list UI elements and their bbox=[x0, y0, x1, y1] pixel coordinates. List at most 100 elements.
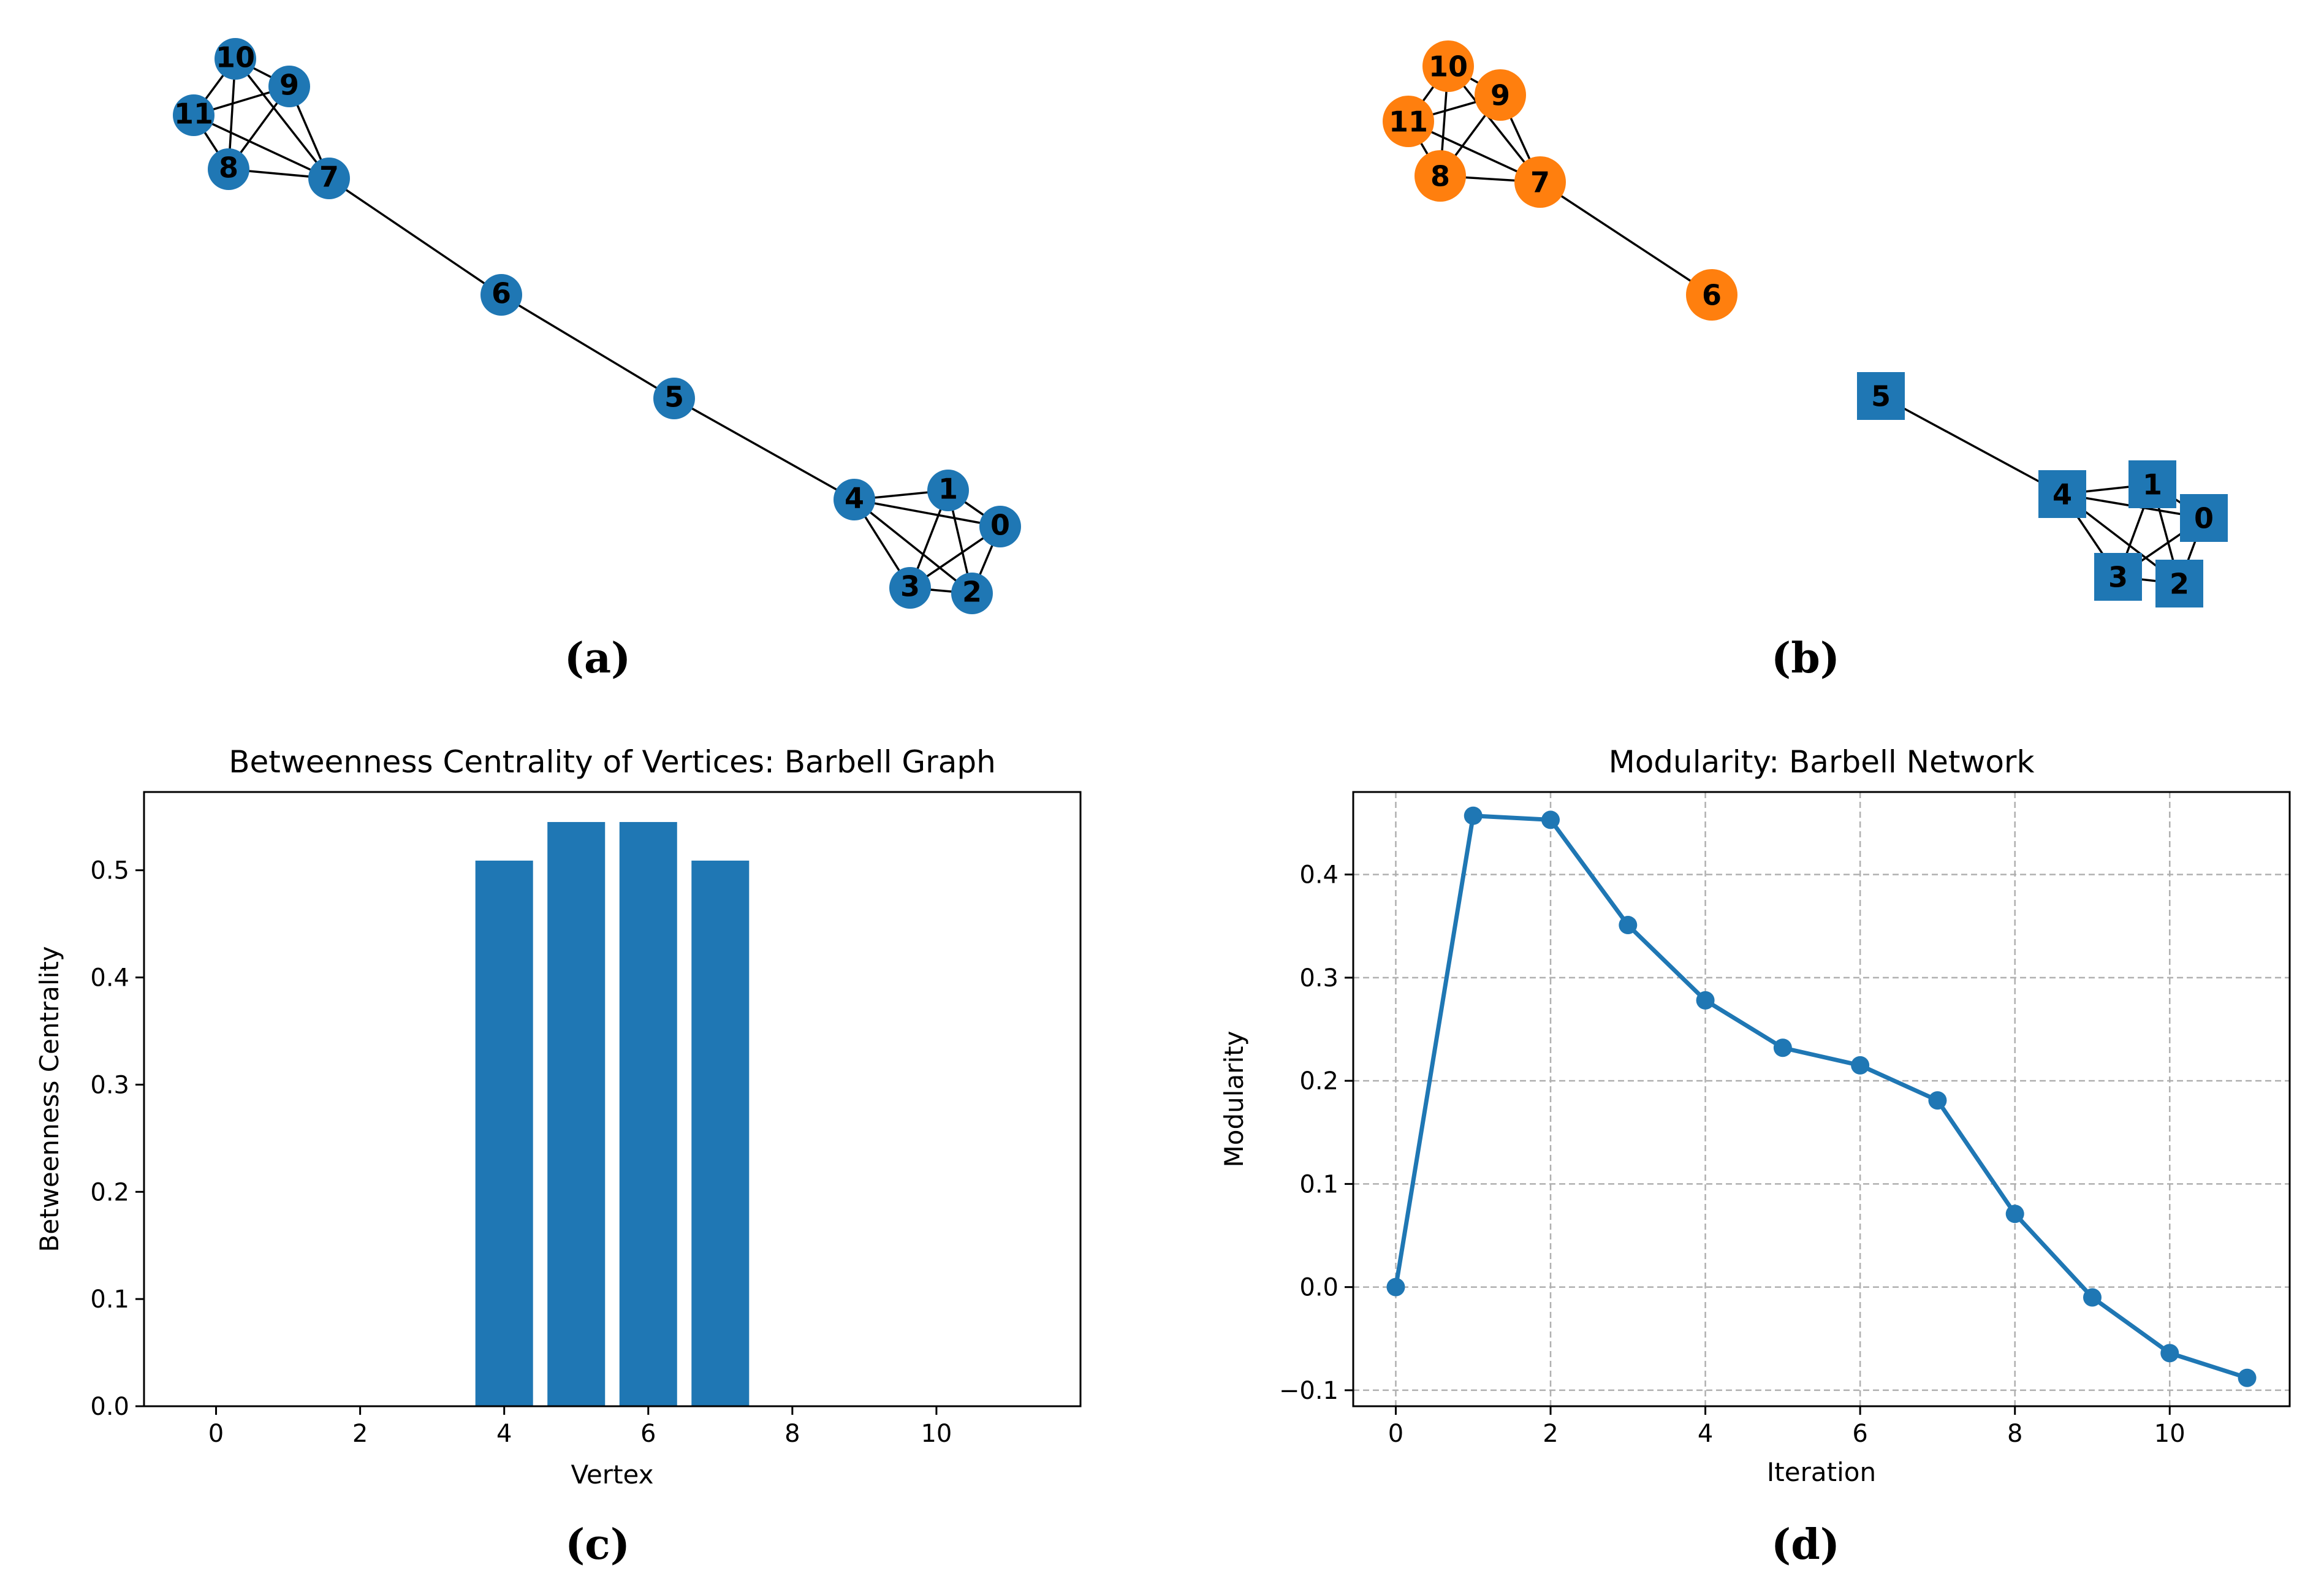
c-x-tick-label-2: 2 bbox=[352, 1420, 368, 1448]
b-node-label-6: 6 bbox=[1702, 279, 1722, 312]
panel-c-x-ticks: 0 2 4 6 8 10 bbox=[208, 1406, 952, 1448]
modularity-point-9 bbox=[2083, 1288, 2102, 1307]
b-node-label-3: 3 bbox=[2108, 561, 2128, 594]
a-node-circle-10 bbox=[215, 38, 256, 80]
d-x-tick-label-10: 10 bbox=[2154, 1420, 2185, 1448]
a-node-circle-9 bbox=[268, 66, 310, 107]
a-node-circle-7 bbox=[308, 158, 350, 199]
panel-c-y-axis-label: Betweenness Centrality bbox=[34, 946, 64, 1252]
a-node-circle-8 bbox=[208, 148, 249, 190]
d-x-tick-label-2: 2 bbox=[1543, 1420, 1558, 1448]
panel-a-edges bbox=[192, 58, 1001, 595]
b-node-label-8: 8 bbox=[1430, 160, 1450, 193]
d-y-tick-label-1: 0.0 bbox=[1299, 1274, 1339, 1302]
c-y-tick-label-5: 0.5 bbox=[90, 857, 129, 885]
b-node-square-4 bbox=[2038, 470, 2086, 518]
d-y-tick-label-2: 0.1 bbox=[1299, 1170, 1339, 1198]
panel-d-caption: (d) bbox=[1771, 1520, 1840, 1569]
modularity-point-10 bbox=[2160, 1344, 2179, 1363]
a-node-label-2: 2 bbox=[962, 576, 982, 609]
a-node-circle-5 bbox=[653, 378, 695, 419]
modularity-point-11 bbox=[2238, 1368, 2257, 1387]
d-x-tick-label-6: 6 bbox=[1852, 1420, 1867, 1448]
b-node-circle-10 bbox=[1422, 40, 1474, 92]
panel-d-grid bbox=[1353, 792, 2290, 1406]
d-y-tick-label-5: 0.4 bbox=[1299, 861, 1339, 889]
a-edge-6-7 bbox=[328, 177, 502, 296]
panel-d-series bbox=[1386, 806, 2257, 1387]
bar-vertex-7 bbox=[691, 860, 750, 1406]
panel-d-x-ticks: 0 2 4 6 8 10 bbox=[1388, 1406, 2185, 1448]
b-node-circle-11 bbox=[1383, 96, 1434, 147]
panel-d-x-axis-label: Iteration bbox=[1767, 1457, 1876, 1487]
c-x-tick-label-4: 4 bbox=[496, 1420, 512, 1448]
c-y-tick-label-4: 0.4 bbox=[90, 964, 129, 992]
a-node-label-9: 9 bbox=[279, 69, 299, 102]
a-node-circle-6 bbox=[480, 274, 522, 316]
panel-d-y-axis-label: Modularity bbox=[1219, 1031, 1249, 1168]
modularity-point-6 bbox=[1851, 1056, 1870, 1075]
modularity-point-5 bbox=[1773, 1038, 1792, 1057]
a-node-circle-11 bbox=[173, 94, 215, 136]
panel-a-caption: (a) bbox=[564, 634, 631, 683]
b-node-circle-6 bbox=[1686, 269, 1737, 321]
b-node-label-1: 1 bbox=[2143, 468, 2162, 501]
b-node-label-7: 7 bbox=[1530, 166, 1550, 199]
a-edge-7-10 bbox=[234, 58, 330, 180]
a-edge-7-11 bbox=[193, 114, 330, 180]
modularity-point-0 bbox=[1386, 1277, 1405, 1297]
a-node-label-5: 5 bbox=[664, 381, 684, 414]
d-y-tick-label-4: 0.3 bbox=[1299, 964, 1339, 992]
a-node-label-7: 7 bbox=[319, 161, 339, 194]
c-x-tick-label-6: 6 bbox=[640, 1420, 656, 1448]
panel-c-bars bbox=[475, 821, 750, 1406]
a-node-circle-4 bbox=[834, 479, 875, 520]
panel-c-axes-frame bbox=[143, 791, 1082, 1407]
panel-c-bar-chart: 0 2 4 6 8 10 0.0 0.1 0.2 0.3 0.4 0.5 Betweenness C… bbox=[34, 744, 1082, 1569]
panel-d-axes-frame bbox=[1352, 791, 2291, 1407]
d-x-tick-label-4: 4 bbox=[1698, 1420, 1713, 1448]
modularity-point-8 bbox=[2005, 1205, 2024, 1224]
b-node-square-0 bbox=[2180, 494, 2228, 542]
b-node-circle-9 bbox=[1475, 69, 1526, 121]
b-node-square-2 bbox=[2155, 560, 2203, 607]
panel-d-line-chart: 0 2 4 6 8 10 −0.1 0.0 0.1 0.2 0.3 0.4 Modularity: … bbox=[1219, 744, 2291, 1569]
b-node-circle-8 bbox=[1415, 150, 1466, 202]
a-node-label-0: 0 bbox=[990, 509, 1010, 542]
c-y-tick-label-0: 0.0 bbox=[90, 1393, 129, 1421]
b-node-label-2: 2 bbox=[2170, 568, 2189, 601]
modularity-point-3 bbox=[1619, 916, 1638, 935]
b-node-square-1 bbox=[2128, 460, 2176, 508]
c-y-tick-label-2: 0.2 bbox=[90, 1178, 129, 1206]
c-x-tick-label-10: 10 bbox=[921, 1420, 952, 1448]
a-node-label-3: 3 bbox=[900, 570, 920, 603]
bar-vertex-6 bbox=[619, 821, 677, 1406]
c-x-tick-label-8: 8 bbox=[784, 1420, 800, 1448]
b-node-square-3 bbox=[2094, 553, 2142, 601]
c-y-tick-label-3: 0.3 bbox=[90, 1071, 129, 1099]
a-node-circle-3 bbox=[889, 567, 931, 609]
panel-c-title: Betweenness Centrality of Vertices: Barb… bbox=[229, 744, 996, 780]
d-x-tick-label-0: 0 bbox=[1388, 1420, 1403, 1448]
b-node-label-5: 5 bbox=[1871, 380, 1891, 413]
b-edge-4-5 bbox=[1880, 395, 2063, 495]
bar-vertex-5 bbox=[547, 821, 606, 1406]
a-node-circle-1 bbox=[927, 470, 969, 511]
b-node-circle-7 bbox=[1514, 156, 1566, 208]
panel-c-y-ticks: 0.0 0.1 0.2 0.3 0.4 0.5 bbox=[90, 857, 144, 1421]
a-node-circle-2 bbox=[951, 573, 993, 614]
a-node-label-4: 4 bbox=[845, 482, 864, 515]
a-edge-0-4 bbox=[854, 498, 1001, 528]
panel-c-caption: (c) bbox=[565, 1520, 630, 1569]
a-edge-2-4 bbox=[853, 498, 973, 595]
modularity-point-7 bbox=[1928, 1091, 1947, 1110]
b-node-label-11: 11 bbox=[1389, 105, 1428, 139]
panel-b-caption: (b) bbox=[1771, 634, 1840, 683]
modularity-line bbox=[1394, 813, 2248, 1380]
a-node-label-10: 10 bbox=[216, 41, 255, 74]
